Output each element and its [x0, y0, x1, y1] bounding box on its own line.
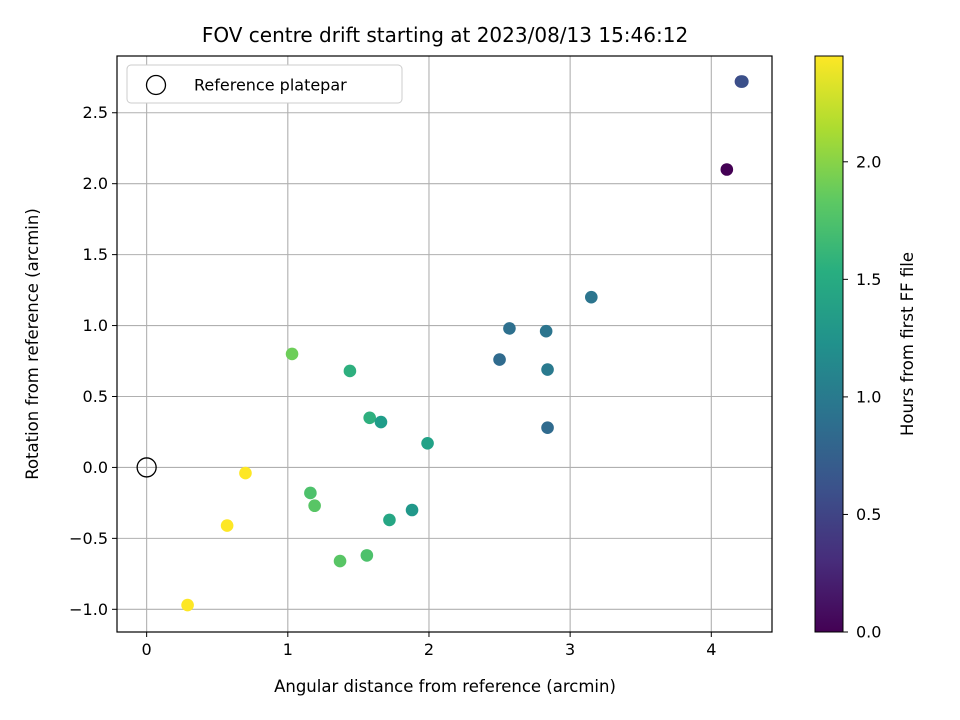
legend-label: Reference platepar — [194, 76, 347, 95]
scatter-point — [541, 421, 554, 435]
scatter-point — [304, 486, 317, 500]
data-points — [181, 75, 749, 612]
y-tick-label: 0.0 — [83, 458, 108, 477]
colorbar-gradient — [814, 55, 844, 633]
plot-frame — [116, 55, 773, 633]
reference-marker — [136, 457, 157, 478]
legend-marker — [145, 74, 167, 96]
x-tick-label: 0 — [142, 640, 152, 659]
grid — [117, 56, 772, 632]
y-tick-label: 2.0 — [83, 174, 108, 193]
scatter-point — [360, 549, 374, 562]
y-tick-label: 1.5 — [83, 245, 108, 264]
scatter-point — [308, 499, 321, 513]
colorbar-tick-label: 0.0 — [856, 623, 881, 642]
scatter-point — [503, 322, 516, 335]
scatter-point — [239, 466, 252, 480]
colorbar-tick-label: 2.0 — [856, 152, 881, 171]
scatter-point — [720, 163, 734, 176]
y-axis: −1.0 −0.5 0.0 0.5 1.0 1.5 2.0 2.5 — [69, 103, 117, 619]
y-tick-label: −1.0 — [69, 600, 108, 619]
scatter-point — [736, 75, 749, 88]
scatter-point — [541, 363, 554, 376]
scatter-point — [220, 519, 234, 532]
colorbar-tick-label: 1.0 — [856, 387, 881, 406]
scatter-point — [374, 415, 388, 429]
colorbar: 0.0 0.5 1.0 1.5 2.0 — [814, 55, 881, 642]
scatter-point — [421, 437, 434, 450]
y-tick-label: 0.5 — [83, 387, 108, 406]
x-tick-label: 4 — [706, 640, 716, 659]
x-tick-label: 3 — [565, 640, 575, 659]
scatter-point — [363, 411, 376, 425]
reference-marker-layer — [136, 457, 157, 478]
y-tick-label: 2.5 — [83, 103, 108, 122]
scatter-point — [493, 353, 506, 366]
scatter-point — [585, 290, 598, 304]
x-axis: 0 1 2 3 4 — [142, 632, 716, 659]
x-tick-label: 1 — [283, 640, 293, 659]
scatter-point — [181, 598, 194, 612]
chart-title: FOV centre drift starting at 2023/08/13 … — [202, 23, 688, 47]
scatter-point — [285, 347, 299, 361]
x-tick-label: 2 — [424, 640, 434, 659]
scatter-point — [343, 364, 357, 378]
y-tick-label: −0.5 — [69, 529, 108, 548]
colorbar-label: Hours from first FF file — [898, 252, 917, 436]
y-axis-label: Rotation from reference (arcmin) — [23, 208, 42, 480]
colorbar-tick-label: 1.5 — [856, 270, 881, 289]
legend: Reference platepar — [126, 64, 403, 104]
scatter-point — [539, 324, 553, 338]
scatter-point — [383, 513, 396, 527]
scatter-point — [405, 503, 419, 517]
y-tick-label: 1.0 — [83, 316, 108, 335]
legend-box — [126, 64, 403, 104]
scatter-point — [333, 554, 347, 568]
colorbar-tick-label: 0.5 — [856, 505, 881, 524]
x-axis-label: Angular distance from reference (arcmin) — [274, 677, 616, 696]
